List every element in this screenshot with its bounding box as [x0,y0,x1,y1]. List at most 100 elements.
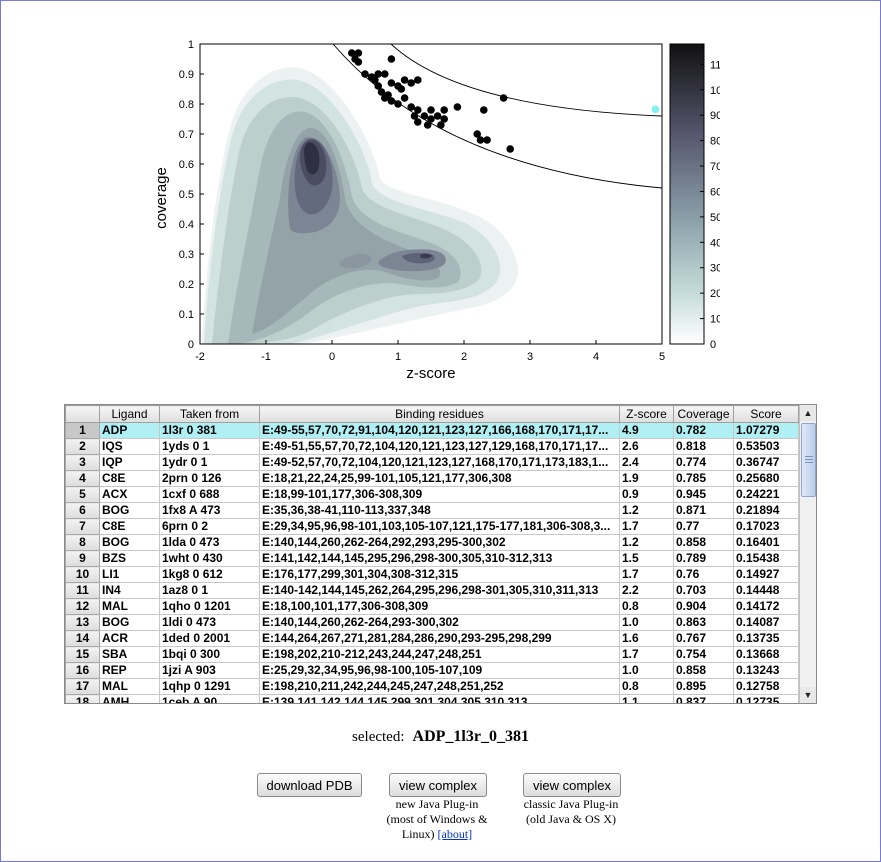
y-tick-label: 0.6 [179,159,194,171]
taken-from-cell: 2prn 0 126 [159,470,260,487]
note-line: classic Java Plug-in [523,797,619,811]
coverage-cell: 0.789 [673,550,734,567]
table-row[interactable]: 7 C8E 6prn 0 2 E:29,34,95,96,98-101,103,105… [65,518,799,535]
coverage-cell: 0.858 [673,534,734,551]
binding-residues-cell: E:35,36,38-41,110-113,337,348 [259,502,620,519]
data-points [348,49,660,153]
taken-from-cell: 1yds 0 1 [159,438,260,455]
row-index: 13 [65,614,100,631]
scroll-thumb[interactable] [801,423,816,497]
colorbar-tick-label: 700 [710,161,720,173]
coverage-cell: 0.895 [673,678,734,695]
coverage-cell: 0.858 [673,662,734,679]
col-header-coverage[interactable]: Coverage [673,405,734,423]
score-cell: 0.13735 [733,630,799,647]
x-axis-label: z-score [406,365,455,382]
coverage-cell: 0.782 [673,422,734,439]
scroll-up-icon[interactable]: ▲ [800,405,816,421]
colorbar-tick-label: 900 [710,110,720,122]
taken-from-cell: 1ydr 0 1 [159,454,260,471]
y-tick-label: 0.9 [179,69,194,81]
coverage-cell: 0.767 [673,630,734,647]
z-score-cell: 2.6 [619,438,674,455]
data-point [473,130,482,138]
taken-from-cell: 1az8 0 1 [159,582,260,599]
table-row[interactable]: 18 AMH 1ceb A 90 E:139,141,142,144,145,299,… [65,694,799,703]
ligand-cell: ACR [99,630,160,647]
table-row[interactable]: 9 BZS 1wht 0 430 E:141,142,144,145,295,296,… [65,550,799,567]
col-header-index[interactable] [65,405,100,423]
data-point [381,94,389,102]
results-table: Ligand Taken from Binding residues Z-sco… [64,404,817,704]
binding-residues-cell: E:198,202,210-212,243,244,247,248,251 [259,646,620,663]
ligand-cell: LI1 [99,566,160,583]
ligand-cell: IN4 [99,582,160,599]
row-index: 12 [65,598,100,615]
z-score-cell: 1.6 [619,630,674,647]
z-score-cell: 1.7 [619,518,674,535]
row-index: 18 [65,694,100,703]
data-point [407,103,416,111]
table-row[interactable]: 5 ACX 1cxf 0 688 E:18,99-101,177,306-308,30… [65,486,799,503]
table-scrollbar[interactable]: ▲ ▼ [799,405,816,703]
table-row[interactable]: 6 BOG 1fx8 A 473 E:35,36,38-41,110-113,337,… [65,502,799,519]
table-row[interactable]: 13 BOG 1ldi 0 473 E:140,144,260,262-264,293… [65,614,799,631]
binding-residues-cell: E:18,100,101,177,306-308,309 [259,598,620,615]
table-row[interactable]: 4 C8E 2prn 0 126 E:18,21,22,24,25,99-101,10… [65,470,799,487]
table-row[interactable]: 10 LI1 1kg8 0 612 E:176,177,299,301,304,308… [65,566,799,583]
y-axis-label: coverage [153,167,170,229]
table-row[interactable]: 11 IN4 1az8 0 1 E:140-142,144,145,262,264,2… [65,582,799,599]
row-index: 10 [65,566,100,583]
z-score-cell: 2.2 [619,582,674,599]
ligand-cell: C8E [99,518,160,535]
z-score-cell: 0.8 [619,678,674,695]
col-header-ligand[interactable]: Ligand [99,405,160,423]
table-row[interactable]: 14 ACR 1ded 0 2001 E:144,264,267,271,281,28… [65,630,799,647]
z-score-cell: 1.0 [619,614,674,631]
view-complex-new-button[interactable]: view complex [389,773,487,797]
row-index: 16 [65,662,100,679]
binding-residues-cell: E:49-52,57,70,72,104,120,121,123,127,168… [259,454,620,471]
y-tick-label: 0.8 [179,99,194,111]
taken-from-cell: 1jzi A 903 [159,662,260,679]
ligand-cell: BOG [99,614,160,631]
about-link[interactable]: [about] [437,827,473,841]
row-index: 8 [65,534,100,551]
row-index: 5 [65,486,100,503]
data-point [410,112,419,120]
table-row[interactable]: 15 SBA 1bqi 0 300 E:198,202,210-212,243,244… [65,646,799,663]
col-header-z-score[interactable]: Z-score [619,405,674,423]
taken-from-cell: 1ded 0 2001 [159,630,260,647]
scroll-down-icon[interactable]: ▼ [800,687,816,703]
colorbar-tick-label: 0 [710,339,716,351]
row-index: 14 [65,630,100,647]
table-row[interactable]: 12 MAL 1qho 0 1201 E:18,100,101,177,306-308… [65,598,799,615]
z-score-cell: 1.7 [619,646,674,663]
table-row[interactable]: 1 ADP 1l3r 0 381 E:49-55,57,70,72,91,104,12… [65,422,799,439]
view-complex-classic-button[interactable]: view complex [523,773,621,797]
score-cell: 0.24221 [733,486,799,503]
ligand-cell: MAL [99,598,160,615]
taken-from-cell: 1cxf 0 688 [159,486,260,503]
table-row[interactable]: 2 IQS 1yds 0 1 E:49-51,55,57,70,72,104,120,… [65,438,799,455]
colorbar-tick-label: 100 [710,314,720,326]
col-header-score[interactable]: Score [733,405,799,423]
x-tick-label: 2 [461,351,467,363]
row-index: 11 [65,582,100,599]
coverage-cell: 0.77 [673,518,734,535]
z-score-cell: 1.9 [619,470,674,487]
table-row[interactable]: 8 BOG 1lda 0 473 E:140,144,260,262-264,292,… [65,534,799,551]
col-header-binding-residues[interactable]: Binding residues [259,405,620,423]
binding-residues-cell: E:140,144,260,262-264,293-300,302 [259,614,620,631]
x-tick-label: 3 [527,351,533,363]
table-row[interactable]: 3 IQP 1ydr 0 1 E:49-52,57,70,72,104,120,121… [65,454,799,471]
col-header-taken-from[interactable]: Taken from [159,405,260,423]
note-line: (old Java & OS X) [526,812,616,826]
y-axis: 0 0.1 0.2 0.3 0.4 0.5 0.6 0.7 0.8 0.9 1 [179,39,204,351]
table-row[interactable]: 16 REP 1jzi A 903 E:25,29,32,34,95,96,98-10… [65,662,799,679]
binding-residues-cell: E:18,21,22,24,25,99-101,105,121,177,306,… [259,470,620,487]
colorbar-tick-label: 800 [710,136,720,148]
table-row[interactable]: 17 MAL 1qhp 0 1291 E:198,210,211,242,244,24… [65,678,799,695]
download-pdb-button[interactable]: download PDB [257,773,362,797]
data-point [414,76,422,84]
